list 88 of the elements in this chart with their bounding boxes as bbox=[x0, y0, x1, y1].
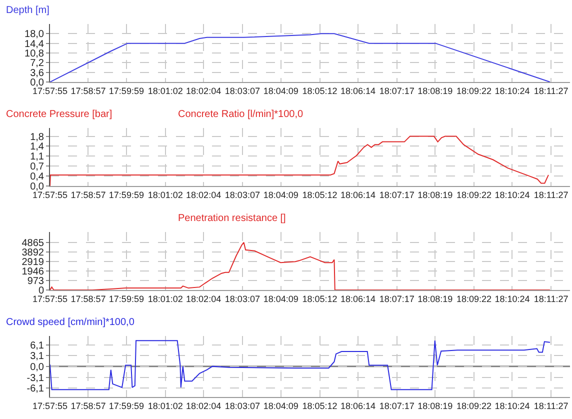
x-tick-label: 18:01:02 bbox=[148, 294, 183, 304]
y-tick-label: 10,8 bbox=[24, 48, 44, 60]
series-label: Crowd speed [cm/min]*100,0 bbox=[6, 317, 135, 328]
y-tick-label: 973 bbox=[27, 276, 44, 287]
x-tick-label: 18:11:27 bbox=[534, 190, 568, 200]
x-tick-label: 18:04:09 bbox=[263, 190, 298, 200]
x-tick-label: 18:02:04 bbox=[186, 400, 222, 411]
x-tick-label: 17:58:57 bbox=[70, 294, 106, 304]
x-tick-label: 17:57:55 bbox=[32, 86, 68, 96]
chart-title: Concrete Pressure [bar] bbox=[6, 109, 112, 120]
x-tick-label: 18:10:24 bbox=[494, 86, 530, 96]
x-tick-label: 18:01:02 bbox=[148, 400, 183, 411]
x-tick-label: 18:11:27 bbox=[534, 294, 568, 304]
x-tick-label: 17:58:57 bbox=[70, 400, 106, 411]
y-tick-label: 1946 bbox=[22, 266, 44, 278]
y-tick-label: 1,1 bbox=[30, 152, 44, 163]
x-tick-label: 18:03:07 bbox=[224, 294, 260, 304]
x-tick-label: 18:03:07 bbox=[224, 86, 260, 96]
y-tick-label: 0,0 bbox=[30, 182, 44, 192]
y-tick-label: 6,1 bbox=[30, 340, 44, 352]
y-tick-label: 14,4 bbox=[24, 38, 44, 50]
x-tick-label: 18:03:07 bbox=[224, 190, 260, 200]
x-tick-label: 18:07:17 bbox=[379, 86, 414, 96]
line-series bbox=[50, 33, 550, 82]
x-tick-label: 17:59:59 bbox=[108, 400, 144, 411]
y-tick-label: 2919 bbox=[22, 256, 44, 268]
x-tick-label: 18:04:09 bbox=[263, 86, 298, 96]
x-tick-label: 18:08:19 bbox=[418, 86, 453, 96]
y-tick-label: -6,1 bbox=[26, 383, 44, 394]
y-tick-label: 1,8 bbox=[30, 132, 44, 143]
x-tick-label: 18:11:27 bbox=[534, 86, 568, 96]
x-tick-label: 18:07:17 bbox=[379, 190, 414, 200]
y-tick-label: 3,6 bbox=[30, 68, 44, 79]
x-tick-label: 18:05:12 bbox=[302, 86, 338, 96]
x-tick-label: 18:11:27 bbox=[534, 400, 568, 411]
y-tick-label: 0,4 bbox=[30, 172, 44, 183]
x-tick-label: 18:08:19 bbox=[418, 190, 453, 200]
x-tick-label: 18:02:04 bbox=[186, 86, 222, 96]
x-tick-label: 17:57:55 bbox=[32, 190, 68, 200]
x-tick-label: 18:08:19 bbox=[418, 400, 453, 411]
y-tick-label: 0,0 bbox=[30, 78, 44, 88]
x-tick-label: 18:08:19 bbox=[418, 294, 453, 304]
y-tick-label: 4865 bbox=[22, 238, 44, 249]
x-tick-label: 18:05:12 bbox=[302, 294, 338, 304]
x-tick-label: 18:05:12 bbox=[302, 400, 338, 411]
text: Concrete Ratio [l/min]*100,0 bbox=[178, 109, 304, 120]
x-tick-label: 18:02:04 bbox=[186, 190, 222, 200]
x-tick-label: 18:01:02 bbox=[148, 190, 183, 200]
x-tick-label: 17:58:57 bbox=[70, 86, 106, 96]
x-tick-label: 18:06:14 bbox=[340, 400, 376, 411]
x-tick-label: 18:09:22 bbox=[456, 294, 492, 304]
line-series bbox=[50, 242, 550, 290]
x-tick-label: 18:06:14 bbox=[340, 86, 376, 96]
x-tick-label: 18:09:22 bbox=[456, 400, 492, 411]
text: Depth [m] bbox=[6, 5, 50, 16]
y-tick-label: 0 bbox=[38, 286, 44, 296]
x-tick-label: 18:04:09 bbox=[263, 400, 298, 411]
x-tick-label: 18:09:22 bbox=[456, 190, 492, 200]
x-tick-label: 18:10:24 bbox=[494, 400, 530, 411]
y-tick-label: 3,1 bbox=[30, 350, 44, 362]
x-tick-label: 17:57:55 bbox=[32, 400, 68, 411]
x-tick-label: 17:59:59 bbox=[108, 86, 144, 96]
x-tick-label: 18:04:09 bbox=[263, 294, 298, 304]
line-series bbox=[50, 136, 549, 186]
y-tick-label: 18,0 bbox=[24, 29, 44, 40]
y-tick-label: 0,0 bbox=[30, 362, 44, 373]
x-tick-label: 18:06:14 bbox=[340, 190, 376, 200]
x-tick-label: 18:06:14 bbox=[340, 294, 376, 304]
x-tick-label: 17:58:57 bbox=[70, 190, 106, 200]
x-tick-label: 18:07:17 bbox=[379, 294, 414, 304]
x-tick-label: 18:05:12 bbox=[302, 190, 338, 200]
x-tick-label: 18:10:24 bbox=[494, 294, 530, 304]
x-tick-label: 18:10:24 bbox=[494, 190, 530, 200]
x-tick-label: 18:09:22 bbox=[456, 86, 492, 96]
x-tick-label: 18:01:02 bbox=[148, 86, 183, 96]
line-series bbox=[50, 340, 550, 390]
x-tick-label: 18:03:07 bbox=[224, 400, 260, 411]
y-tick-label: 0,7 bbox=[30, 162, 44, 173]
x-tick-label: 17:59:59 bbox=[108, 190, 144, 200]
y-tick-label: 3892 bbox=[22, 247, 44, 258]
text: Penetration resistance [] bbox=[178, 213, 286, 224]
x-tick-label: 18:02:04 bbox=[186, 294, 222, 304]
y-tick-label: 7,2 bbox=[30, 58, 44, 70]
x-tick-label: 18:07:17 bbox=[379, 400, 414, 411]
x-tick-label: 17:57:55 bbox=[32, 294, 68, 304]
y-tick-label: -3,1 bbox=[26, 372, 44, 384]
y-tick-label: 1,4 bbox=[30, 142, 44, 153]
x-tick-label: 17:59:59 bbox=[108, 294, 144, 304]
